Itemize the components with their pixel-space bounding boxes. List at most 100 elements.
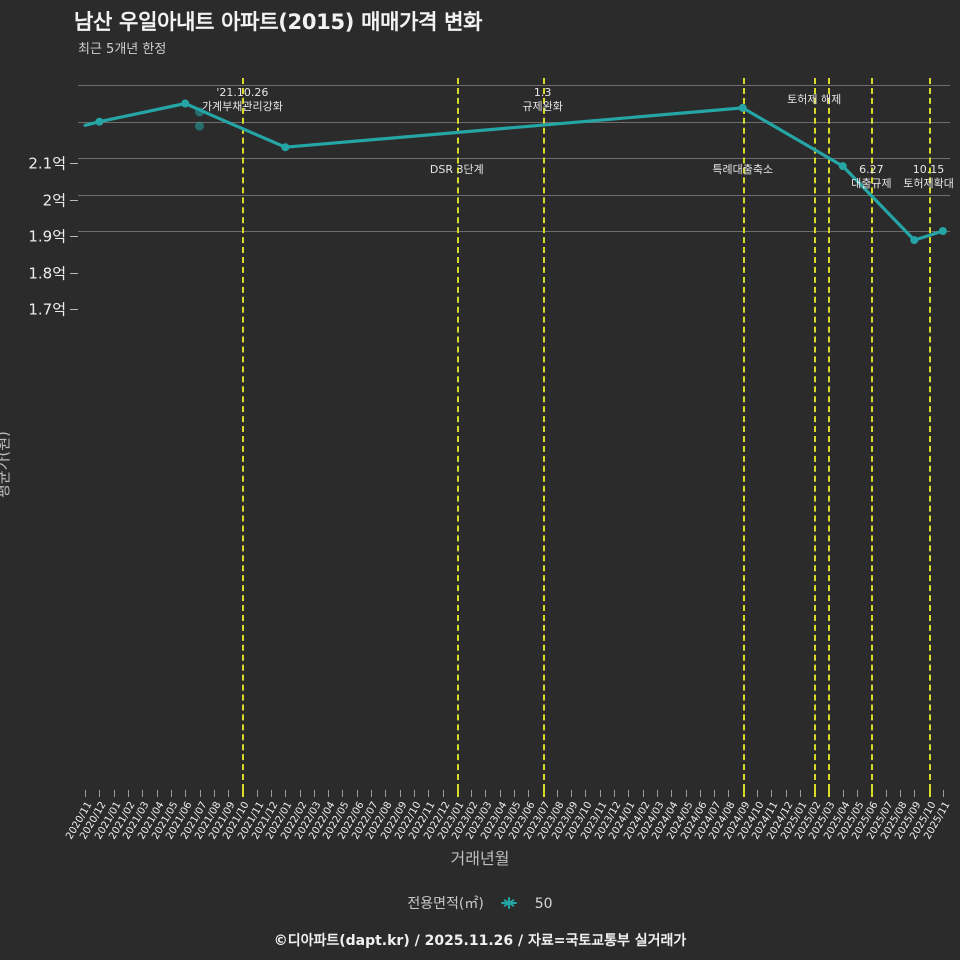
x-tick-mark (571, 790, 573, 797)
x-tick-mark (442, 790, 444, 797)
chart-legend: 전용면적(㎡) 50 (0, 893, 960, 913)
x-tick-mark (113, 790, 115, 797)
x-tick-mark (671, 790, 673, 797)
event-line-2021-10 (242, 78, 245, 790)
x-tick-mark (542, 790, 545, 797)
x-tick-mark (885, 790, 887, 797)
data-point (738, 103, 747, 112)
x-tick-mark (170, 790, 172, 797)
x-tick-mark (514, 790, 515, 797)
x-tick-mark (285, 790, 287, 797)
y-tick-mark (70, 199, 78, 201)
x-tick-mark (785, 790, 787, 797)
gridline (78, 230, 950, 232)
event-line-2023-01 (456, 78, 459, 790)
y-tick-mark (70, 163, 78, 165)
event-line-2025-03 (828, 78, 831, 790)
series-markers (95, 99, 947, 245)
x-tick-mark (528, 790, 530, 797)
x-tick-mark (742, 790, 745, 797)
x-tick-mark (456, 790, 459, 797)
x-tick-mark (599, 790, 601, 797)
x-tick-mark (614, 790, 616, 797)
y-axis: 평균가(원) 2.1억 2억 1.9억 1.8억 1.7억 (0, 78, 78, 790)
x-tick-mark (213, 790, 215, 797)
x-tick-mark (857, 790, 859, 797)
event-line-2025-02 (814, 78, 817, 790)
x-tick-mark (871, 790, 874, 797)
legend-title: 전용면적(㎡) (407, 896, 484, 912)
x-tick-mark (356, 790, 358, 797)
y-tick-label: 2.1억 (28, 154, 66, 173)
x-tick-mark (942, 790, 944, 797)
data-point (281, 143, 290, 152)
x-tick-mark (228, 790, 230, 797)
x-tick-mark (413, 790, 415, 797)
x-tick-mark (757, 790, 759, 797)
x-tick-mark (85, 790, 87, 797)
y-axis-title: 평균가(원) (0, 431, 12, 498)
y-tick-label: 1.8억 (28, 264, 66, 283)
x-tick-mark (328, 790, 330, 797)
x-tick-mark (142, 790, 144, 797)
x-tick-mark (242, 790, 245, 797)
x-tick-mark (371, 790, 373, 797)
x-tick-mark (342, 790, 344, 797)
data-point (910, 236, 919, 245)
x-axis: 2020/11 2020/12 2021/01 2021/02 2021/03 2021/… (64, 790, 952, 860)
scatter-point (195, 107, 204, 117)
plot-area: '21.10.26 가계부채관리강화 DSR 3단계 1.3 규제완화 특례대출축소 토허제… (78, 78, 954, 790)
y-tick-mark (70, 308, 78, 310)
chart-footer: ©디아파트(dapt.kr) / 2025.11.26 / 자료=국토교통부 실… (273, 933, 687, 949)
x-tick-mark (728, 790, 730, 797)
event-line-2025-10 (928, 78, 931, 790)
x-tick-mark (270, 790, 272, 797)
x-tick-mark (185, 790, 187, 797)
y-tick-mark (70, 236, 78, 238)
x-tick-mark (814, 790, 817, 797)
x-axis-title: 거래년월 (450, 849, 510, 868)
series-layer (83, 99, 947, 245)
x-tick-mark (471, 790, 473, 797)
x-tick-mark (128, 790, 130, 797)
x-tick-mark (399, 790, 401, 797)
x-tick-mark (585, 790, 587, 797)
x-tick-mark (628, 790, 630, 797)
event-line-2025-06 (871, 78, 874, 790)
x-tick-mark (914, 790, 916, 797)
gridline (78, 85, 950, 87)
x-tick-mark (799, 790, 801, 797)
scatter-point (195, 121, 204, 131)
x-tick-mark (428, 790, 430, 797)
x-tick-mark (256, 790, 258, 797)
series-scatter-points (195, 107, 204, 131)
event-line-2023-07 (542, 78, 545, 790)
x-tick-mark (642, 790, 644, 797)
x-tick-mark (842, 790, 844, 797)
data-point (838, 162, 847, 171)
data-point (95, 117, 104, 126)
page-subtitle: 최근 5개년 한정 (78, 42, 167, 57)
x-tick-mark (156, 790, 158, 797)
x-tick-mark (313, 790, 315, 797)
x-tick-mark (99, 790, 101, 797)
gridline (78, 194, 950, 196)
y-tick-mark (70, 272, 78, 274)
x-tick-mark (899, 790, 901, 797)
x-tick-mark (499, 790, 501, 797)
gridline (78, 121, 950, 123)
x-tick-mark (928, 790, 931, 797)
data-point (938, 227, 947, 235)
y-tick-label: 2억 (42, 191, 66, 210)
x-tick-mark (771, 790, 773, 797)
x-tick-mark (299, 790, 301, 797)
x-tick-mark (656, 790, 658, 797)
legend-value: 50 (534, 896, 553, 912)
y-tick-label: 1.7억 (28, 300, 66, 319)
x-tick-mark (714, 790, 716, 797)
gridline (78, 158, 950, 160)
x-tick-mark (199, 790, 201, 797)
x-tick-mark (485, 790, 487, 797)
series-line-50 (83, 101, 945, 242)
